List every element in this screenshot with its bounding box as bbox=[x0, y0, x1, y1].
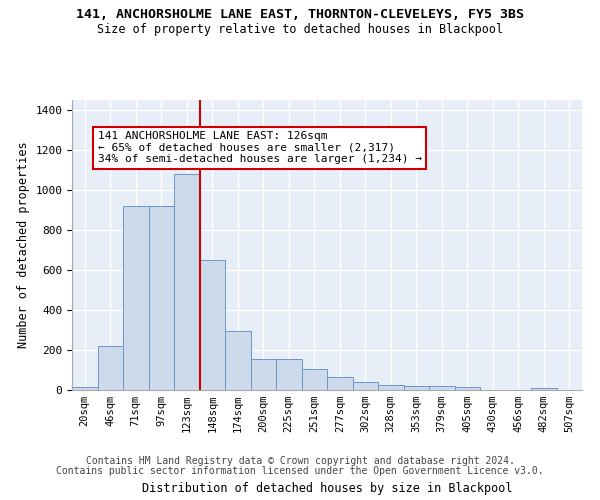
Bar bbox=[327, 377, 353, 390]
Text: 141, ANCHORSHOLME LANE EAST, THORNTON-CLEVELEYS, FY5 3BS: 141, ANCHORSHOLME LANE EAST, THORNTON-CL… bbox=[76, 8, 524, 20]
Bar bbox=[353, 382, 378, 390]
Text: Size of property relative to detached houses in Blackpool: Size of property relative to detached ho… bbox=[97, 22, 503, 36]
Text: Contains HM Land Registry data © Crown copyright and database right 2024.: Contains HM Land Registry data © Crown c… bbox=[86, 456, 514, 466]
Bar bbox=[72, 387, 97, 390]
Text: Distribution of detached houses by size in Blackpool: Distribution of detached houses by size … bbox=[142, 482, 512, 495]
Bar bbox=[429, 386, 455, 390]
Y-axis label: Number of detached properties: Number of detached properties bbox=[17, 142, 30, 348]
Bar bbox=[251, 359, 276, 390]
Bar bbox=[276, 359, 302, 390]
Bar bbox=[531, 388, 557, 390]
Bar bbox=[404, 386, 429, 390]
Bar bbox=[455, 388, 480, 390]
Bar bbox=[97, 346, 123, 390]
Text: 141 ANCHORSHOLME LANE EAST: 126sqm
← 65% of detached houses are smaller (2,317)
: 141 ANCHORSHOLME LANE EAST: 126sqm ← 65%… bbox=[97, 131, 421, 164]
Bar bbox=[199, 260, 225, 390]
Bar bbox=[302, 369, 327, 390]
Text: Contains public sector information licensed under the Open Government Licence v3: Contains public sector information licen… bbox=[56, 466, 544, 476]
Bar bbox=[123, 206, 149, 390]
Bar bbox=[149, 206, 174, 390]
Bar bbox=[378, 385, 404, 390]
Bar bbox=[225, 332, 251, 390]
Bar bbox=[174, 174, 199, 390]
